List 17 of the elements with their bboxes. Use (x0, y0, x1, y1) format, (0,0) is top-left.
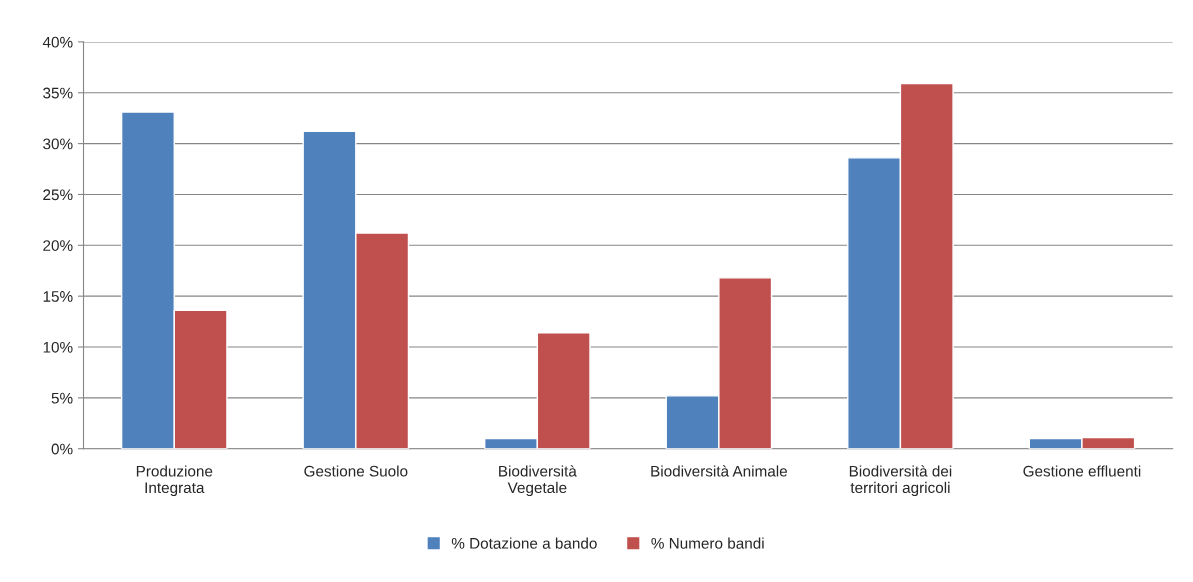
x-tick-label: Biodiversità Vegetale (499, 465, 577, 497)
y-tick-label: 10% (43, 341, 73, 353)
y-tick-label: 5% (51, 392, 73, 404)
x-tick-label: Biodiversità dei territori agricoli (849, 465, 952, 497)
x-tick-label: Gestione effluenti (1023, 465, 1141, 477)
y-tick-label: 0% (51, 443, 73, 455)
x-tick-label: Gestione Suolo (304, 465, 408, 477)
legend-label: % Numero bandi (651, 537, 764, 549)
y-tick-label: 15% (43, 291, 73, 302)
x-tick-label: Produzione Integrata (136, 465, 213, 497)
y-tick-label: 40% (42, 36, 73, 48)
y-tick-label: 30% (43, 138, 73, 150)
y-tick-label: 20% (43, 240, 73, 251)
x-tick-label: Biodiversità Animale (651, 465, 787, 477)
legend-label: % Dotazione a bando (451, 537, 597, 549)
y-tick-label: 35% (43, 87, 73, 99)
y-tick-label: 25% (43, 189, 73, 201)
